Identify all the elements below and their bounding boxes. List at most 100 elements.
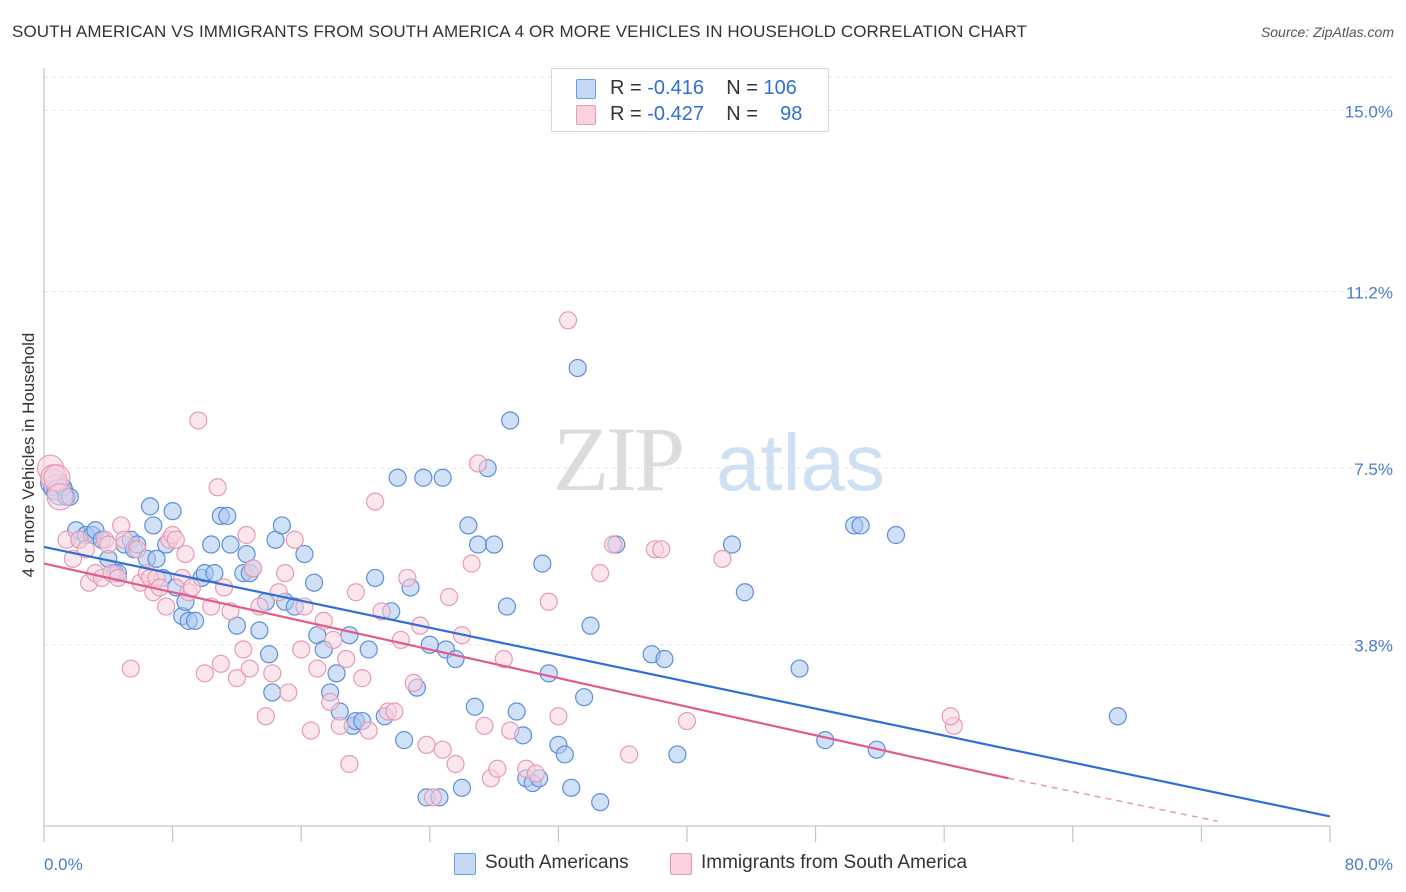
legend-r-label: R = <box>610 103 648 125</box>
data-point <box>186 611 205 630</box>
data-point <box>398 568 417 588</box>
data-point <box>272 516 292 535</box>
data-point <box>321 692 340 712</box>
chart-title: SOUTH AMERICAN VS IMMIGRANTS FROM SOUTH … <box>12 22 1028 41</box>
legend-n-value: 106 <box>763 77 797 99</box>
chart-source: Source: ZipAtlas.com <box>1260 24 1394 40</box>
data-point <box>250 621 269 640</box>
data-point <box>655 649 674 669</box>
data-point <box>581 616 600 635</box>
data-point <box>218 506 237 526</box>
data-point <box>295 544 314 564</box>
data-point <box>568 358 587 378</box>
data-point <box>259 645 279 664</box>
data-point <box>851 516 870 535</box>
data-point <box>237 525 256 545</box>
data-point <box>211 654 230 673</box>
y-tick-label: 7.5% <box>1354 460 1393 479</box>
data-point <box>462 554 481 573</box>
data-point <box>202 535 221 554</box>
watermark-atlas: atlas <box>716 418 885 507</box>
data-point <box>488 759 507 778</box>
data-point <box>221 535 240 554</box>
data-point <box>713 549 732 568</box>
data-point <box>121 659 140 678</box>
data-point <box>497 597 517 616</box>
data-point <box>195 664 214 683</box>
data-point <box>353 669 372 688</box>
data-point <box>533 554 552 573</box>
bottom-legend-swatch-pink <box>670 853 692 875</box>
data-point <box>475 716 494 735</box>
data-point <box>507 702 526 721</box>
data-point <box>337 649 356 669</box>
x-tick-labels: 0.0% 80.0% <box>44 855 1393 874</box>
watermark-zip: ZIP <box>553 408 682 510</box>
data-point <box>227 669 246 688</box>
data-point <box>256 707 275 726</box>
legend-n-label: N = <box>726 77 764 99</box>
trend-line-immigrants-extension <box>1008 777 1218 822</box>
data-point <box>575 688 594 707</box>
data-point <box>372 602 391 621</box>
data-point <box>433 468 452 487</box>
bottom-legend-label: Immigrants from South America <box>701 852 968 873</box>
data-point <box>128 540 147 559</box>
y-tick-label: 15.0% <box>1345 102 1393 121</box>
legend-swatch-pink <box>576 105 596 125</box>
data-point <box>279 683 298 702</box>
data-point <box>157 597 176 616</box>
data-point <box>46 483 74 511</box>
data-point <box>385 702 404 721</box>
data-point <box>366 492 385 511</box>
data-point <box>144 516 163 535</box>
data-point <box>182 578 201 597</box>
data-point <box>494 649 513 669</box>
y-tick-label: 11.2% <box>1346 284 1393 303</box>
data-point <box>735 583 754 602</box>
data-point <box>816 731 835 750</box>
data-point <box>677 711 697 731</box>
data-point <box>147 549 166 568</box>
data-point <box>243 559 263 578</box>
data-point <box>468 535 488 554</box>
data-point <box>304 573 324 592</box>
data-point <box>485 535 504 554</box>
data-point <box>285 530 304 549</box>
y-tick-label: 3.8% <box>1354 637 1393 656</box>
correlation-legend: R = -0.416 N = 106 R = -0.427 N = 98 <box>551 68 829 132</box>
data-point <box>558 311 578 330</box>
data-point <box>1108 707 1127 726</box>
data-point <box>886 525 906 545</box>
data-point <box>591 793 610 812</box>
data-point <box>526 764 545 783</box>
data-point <box>214 578 234 597</box>
data-point <box>263 664 282 683</box>
data-point <box>140 497 160 516</box>
data-point <box>391 630 410 650</box>
data-point <box>501 411 520 430</box>
legend-swatch-blue <box>576 79 596 99</box>
data-point <box>76 540 95 559</box>
data-point <box>276 564 295 583</box>
data-point <box>176 544 195 564</box>
data-point <box>501 721 520 740</box>
data-point <box>240 659 259 678</box>
axes <box>43 68 1331 842</box>
legend-r-value: -0.416 <box>647 77 704 99</box>
legend-n-value: 98 <box>780 103 803 125</box>
data-point <box>404 673 423 692</box>
data-point <box>340 754 359 774</box>
bottom-legend-swatch-blue <box>454 853 476 875</box>
data-point <box>459 516 478 535</box>
data-point <box>394 731 414 750</box>
data-point <box>603 535 623 554</box>
data-point <box>208 478 227 497</box>
data-point <box>722 535 742 554</box>
data-point <box>549 707 568 726</box>
data-point <box>446 754 465 774</box>
data-point <box>163 502 182 521</box>
data-point <box>359 721 378 740</box>
data-point <box>388 468 407 487</box>
